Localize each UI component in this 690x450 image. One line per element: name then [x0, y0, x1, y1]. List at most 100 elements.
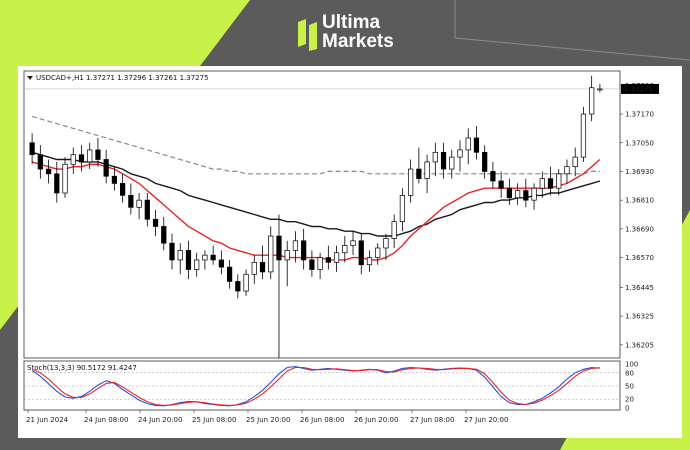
- candle-body: [111, 175, 118, 184]
- candle: [95, 137, 101, 167]
- candle-body: [202, 254, 208, 261]
- candle: [399, 188, 406, 232]
- stoch-y-label: 20: [625, 396, 634, 404]
- candle-body: [210, 254, 216, 261]
- current-price-label: 1.37275: [624, 85, 653, 93]
- candle: [473, 126, 480, 160]
- candle: [103, 149, 109, 184]
- candle-body: [259, 261, 266, 273]
- moving-average-line: [31, 115, 600, 175]
- x-tick-label: 25 Jun 08:00: [192, 416, 236, 424]
- candle-body: [449, 156, 455, 170]
- candle-body: [87, 149, 93, 163]
- moving-average-line: [31, 158, 601, 261]
- candle-body: [556, 173, 562, 189]
- candle: [309, 250, 315, 277]
- candle: [111, 166, 118, 191]
- candle: [457, 140, 463, 172]
- y-tick-label: 1.37170: [625, 111, 654, 119]
- candle: [514, 183, 521, 205]
- candle-body: [301, 240, 307, 261]
- x-tick-label: 21 Jun 2024: [26, 416, 69, 424]
- candle: [432, 142, 438, 177]
- y-tick-label: 1.36810: [625, 197, 654, 205]
- candle: [87, 142, 93, 170]
- candle: [375, 243, 381, 265]
- candle-body: [177, 250, 183, 261]
- x-tick-label: 24 Jun 08:00: [84, 416, 128, 424]
- x-tick-label: 27 Jun 08:00: [410, 416, 454, 424]
- candle: [177, 243, 183, 275]
- candle-body: [144, 199, 150, 220]
- y-tick-label: 1.36205: [625, 341, 654, 349]
- candle: [194, 252, 200, 277]
- x-tick-label: 26 Jun 20:00: [354, 416, 398, 424]
- candle-body: [152, 218, 159, 227]
- candle: [572, 147, 578, 177]
- candle-body: [473, 137, 480, 153]
- y-tick-label: 1.36930: [625, 168, 654, 176]
- candle-body: [440, 151, 447, 170]
- y-tick-label: 1.36445: [625, 284, 654, 292]
- candle-body: [37, 154, 43, 170]
- candle: [284, 240, 290, 287]
- candle: [482, 145, 488, 179]
- candle-body: [482, 151, 488, 172]
- candle: [589, 75, 595, 122]
- candle: [202, 250, 208, 270]
- candle-body: [95, 149, 101, 160]
- candle: [268, 226, 274, 280]
- candle: [465, 128, 471, 165]
- x-tick-label: 27 Jun 20:00: [464, 416, 508, 424]
- menu-triangle-icon: [27, 76, 33, 80]
- candle: [498, 171, 504, 198]
- candle-body: [424, 161, 430, 179]
- candle: [506, 178, 512, 205]
- candle-body: [391, 221, 397, 239]
- candle-body: [375, 247, 381, 258]
- candle: [424, 154, 430, 193]
- candle: [259, 245, 266, 280]
- candle-body: [45, 168, 52, 175]
- current-price-box: [621, 83, 659, 94]
- candle: [70, 147, 76, 174]
- candle-body: [218, 259, 224, 268]
- candle: [449, 149, 455, 179]
- candle: [218, 250, 224, 275]
- moving-average-line: [31, 151, 601, 237]
- candle-body: [514, 190, 521, 199]
- candle-body: [29, 142, 35, 156]
- candle: [383, 233, 389, 260]
- candle-body: [399, 195, 406, 223]
- stoch-line: [31, 366, 600, 406]
- candle-body: [408, 168, 414, 196]
- decor-line: [454, 0, 690, 61]
- candle: [243, 269, 249, 296]
- candle-body: [580, 113, 587, 158]
- candle: [490, 161, 496, 189]
- candle: [597, 83, 603, 93]
- candle-body: [251, 261, 257, 275]
- candle: [37, 145, 43, 179]
- candle-body: [120, 183, 126, 196]
- main-chart-title: USDCAD+,H1 1.37271 1.37296 1.37261 1.372…: [36, 74, 209, 82]
- candle-body: [539, 178, 545, 189]
- candle: [556, 169, 562, 196]
- candle-body: [333, 252, 340, 263]
- candle: [169, 233, 175, 270]
- y-tick-label: 1.36690: [625, 225, 654, 233]
- candle: [325, 245, 331, 270]
- candle-body: [358, 240, 364, 266]
- y-tick-label: 1.36325: [625, 313, 654, 321]
- brand-name-line2: Markets: [322, 31, 394, 52]
- candle-body: [457, 149, 463, 158]
- candle: [45, 159, 52, 184]
- candle: [391, 214, 397, 248]
- candle-body: [284, 250, 290, 261]
- candle-body: [416, 168, 422, 179]
- candle-body: [490, 171, 496, 182]
- candle-body: [309, 259, 315, 270]
- candle-body: [597, 88, 603, 91]
- candle: [152, 209, 159, 237]
- candle: [54, 161, 60, 203]
